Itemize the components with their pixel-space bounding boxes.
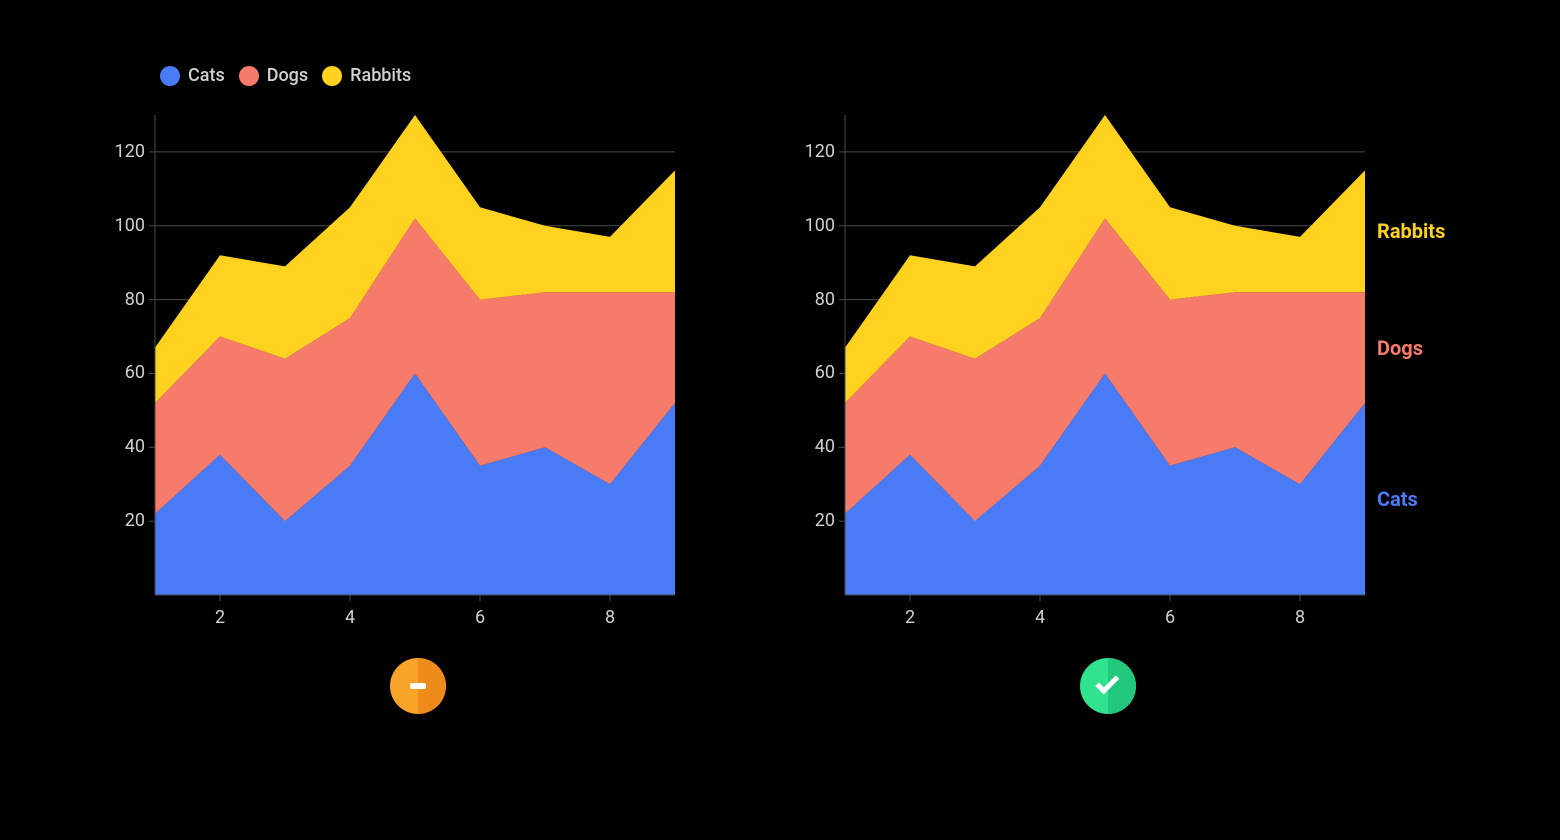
direct-label-rabbits: Rabbits: [1377, 219, 1445, 243]
y-tick-label: 100: [785, 215, 835, 236]
minus-icon: [410, 683, 426, 689]
x-tick-label: 8: [605, 607, 615, 628]
legend-item-cats: Cats: [160, 65, 225, 86]
x-tick-label: 4: [345, 607, 355, 628]
stacked-area-chart-right: [845, 115, 1365, 595]
right-panel: 20406080100120 2468 RabbitsDogsCats: [790, 60, 1365, 595]
direct-label-dogs: Dogs: [1377, 336, 1423, 360]
y-tick-label: 120: [785, 141, 835, 162]
good-badge-icon: [1080, 658, 1136, 714]
check-icon: [1095, 670, 1119, 694]
y-tick-label: 20: [785, 510, 835, 531]
legend-dot-cats: [160, 66, 180, 86]
y-tick-label: 60: [785, 362, 835, 383]
x-tick-label: 4: [1035, 607, 1045, 628]
left-panel: Cats Dogs Rabbits 20406080100120 2468: [100, 60, 675, 595]
legend-item-dogs: Dogs: [239, 65, 308, 86]
y-tick-label: 80: [95, 289, 145, 310]
figure-container: Cats Dogs Rabbits 20406080100120 2468 20…: [0, 0, 1560, 840]
y-tick-label: 60: [95, 362, 145, 383]
legend-label-cats: Cats: [188, 65, 225, 86]
legend-dot-rabbits: [322, 66, 342, 86]
y-tick-label: 80: [785, 289, 835, 310]
x-tick-label: 8: [1295, 607, 1305, 628]
y-tick-label: 20: [95, 510, 145, 531]
y-tick-label: 120: [95, 141, 145, 162]
y-tick-label: 40: [785, 436, 835, 457]
legend-label-rabbits: Rabbits: [350, 65, 411, 86]
y-tick-label: 40: [95, 436, 145, 457]
legend-item-rabbits: Rabbits: [322, 65, 411, 86]
direct-label-cats: Cats: [1377, 487, 1418, 511]
legend: Cats Dogs Rabbits: [160, 65, 411, 86]
legend-dot-dogs: [239, 66, 259, 86]
x-tick-label: 2: [905, 607, 915, 628]
x-tick-label: 2: [215, 607, 225, 628]
y-tick-label: 100: [95, 215, 145, 236]
stacked-area-chart-left: [155, 115, 675, 595]
x-tick-label: 6: [1165, 607, 1175, 628]
legend-label-dogs: Dogs: [267, 65, 308, 86]
bad-badge-icon: [390, 658, 446, 714]
x-tick-label: 6: [475, 607, 485, 628]
